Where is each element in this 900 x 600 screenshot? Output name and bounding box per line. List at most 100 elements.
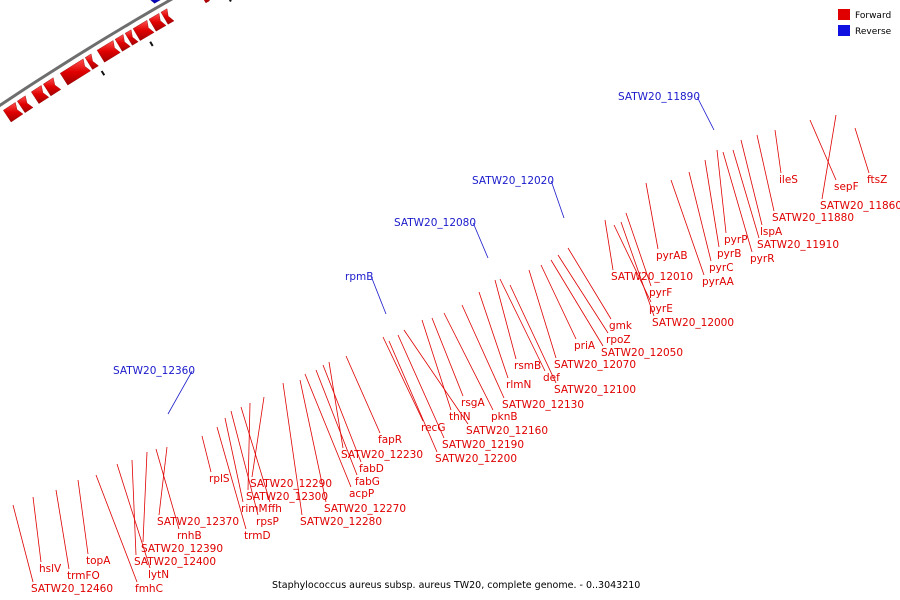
forward-gene (203, 0, 211, 4)
forward-gene-label: SATW20_12460 (31, 583, 113, 595)
forward-leader (670, 179, 705, 276)
forward-leader (304, 373, 352, 488)
genome-backbone (0, 0, 174, 108)
forward-leader (322, 364, 362, 463)
forward-gene (59, 58, 91, 86)
forward-leader (224, 417, 244, 503)
forward-gene (96, 40, 121, 63)
reverse-leader (696, 96, 715, 131)
forward-leader (116, 463, 151, 569)
forward-leader (821, 114, 837, 200)
forward-leader (645, 182, 659, 250)
reverse-leader (472, 222, 489, 259)
forward-leader (158, 446, 168, 516)
forward-gene-label: def (543, 372, 560, 384)
forward-gene-label: pyrE (649, 303, 673, 315)
forward-leader (688, 171, 712, 262)
forward-gene-label: pyrC (709, 262, 734, 274)
forward-gene-label: fapR (378, 434, 402, 446)
forward-gene (84, 53, 99, 70)
forward-gene-label: SATW20_12100 (554, 384, 636, 396)
forward-gene-label: pyrP (724, 234, 748, 246)
forward-leader (716, 149, 727, 234)
feature-mark (100, 70, 106, 76)
forward-leader (216, 426, 247, 530)
forward-gene-label: rimM (241, 503, 268, 515)
forward-gene-label: rpoZ (606, 334, 631, 346)
forward-leader (604, 219, 614, 271)
forward-gene-label: SATW20_12130 (502, 399, 584, 411)
forward-leader (557, 254, 609, 334)
forward-gene (160, 8, 175, 25)
label-leader-lines (12, 96, 870, 583)
feature-mark (228, 0, 232, 2)
forward-gene-label: sepF (834, 181, 859, 193)
forward-gene-label: SATW20_12200 (435, 453, 517, 465)
forward-gene-label: SATW20_11880 (772, 212, 854, 224)
forward-gene-label: SATW20_11860 (820, 200, 900, 212)
reverse-gene (150, 0, 161, 4)
forward-leader (282, 382, 303, 516)
legend-forward-swatch (838, 9, 850, 20)
forward-leader (155, 448, 180, 530)
forward-gene-label: pyrF (649, 287, 672, 299)
forward-leader (550, 259, 604, 347)
forward-leader (247, 402, 251, 491)
forward-gene-label: lytN (148, 569, 169, 581)
forward-gene (124, 29, 139, 46)
forward-gene-label: ftsZ (867, 174, 887, 186)
forward-leader (732, 149, 760, 239)
forward-leader (509, 284, 557, 384)
gene-track (3, 0, 232, 123)
forward-leader (12, 504, 34, 583)
forward-leader (55, 489, 70, 570)
forward-leader (403, 329, 469, 425)
reverse-leader (550, 180, 565, 219)
forward-gene-label: gmk (609, 320, 633, 332)
forward-gene-label: SATW20_12230 (341, 449, 423, 461)
forward-gene-label: pknB (491, 411, 518, 423)
forward-gene-label: fmhC (135, 583, 163, 595)
forward-leader (494, 279, 517, 360)
forward-gene (114, 34, 131, 52)
forward-gene-label: SATW20_12270 (324, 503, 406, 515)
forward-gene-label: rpsP (256, 516, 279, 528)
forward-leader (620, 221, 655, 317)
forward-leader (809, 119, 837, 181)
forward-gene (132, 19, 155, 41)
forward-leader (528, 269, 557, 359)
forward-gene-label: rsmB (514, 360, 541, 372)
forward-gene-label: SATW20_12400 (134, 556, 216, 568)
forward-gene-label: SATW20_12190 (442, 439, 524, 451)
forward-leader (201, 435, 212, 473)
forward-gene-label: hslV (39, 563, 62, 575)
forward-gene-label: SATW20_12300 (246, 491, 328, 503)
forward-gene-label: SATW20_12280 (300, 516, 382, 528)
forward-gene-label: ileS (779, 174, 798, 186)
forward-gene-label: fabG (355, 476, 380, 488)
forward-gene (43, 77, 62, 97)
forward-leader (443, 312, 494, 411)
forward-leader (345, 355, 381, 434)
reverse-gene-label: SATW20_12020 (472, 175, 554, 187)
reverse-gene-label: SATW20_12360 (113, 365, 195, 377)
reverse-gene-label: SATW20_11890 (618, 91, 700, 103)
forward-leader (397, 334, 445, 439)
forward-gene-label: thiN (449, 411, 471, 423)
forward-leader (478, 291, 509, 379)
forward-gene-label: pyrR (750, 253, 775, 265)
forward-gene-label: SATW20_12390 (141, 543, 223, 555)
forward-gene-label: fabD (359, 463, 384, 475)
reverse-leader (167, 370, 193, 415)
forward-gene-label: pyrAA (702, 276, 735, 288)
forward-gene-label: pyrB (717, 248, 741, 260)
forward-leader (499, 278, 546, 372)
gene-labels: SATW20_11890 SATW20_12020 SATW20_12080 rpmB… (31, 91, 900, 595)
forward-gene-label: ffh (268, 503, 282, 515)
forward-gene (17, 95, 34, 113)
forward-gene-label: acpP (349, 488, 374, 500)
forward-gene-label: rnhB (177, 530, 202, 542)
forward-gene-label: SATW20_11910 (757, 239, 839, 251)
forward-gene-label: SATW20_12290 (250, 478, 332, 490)
